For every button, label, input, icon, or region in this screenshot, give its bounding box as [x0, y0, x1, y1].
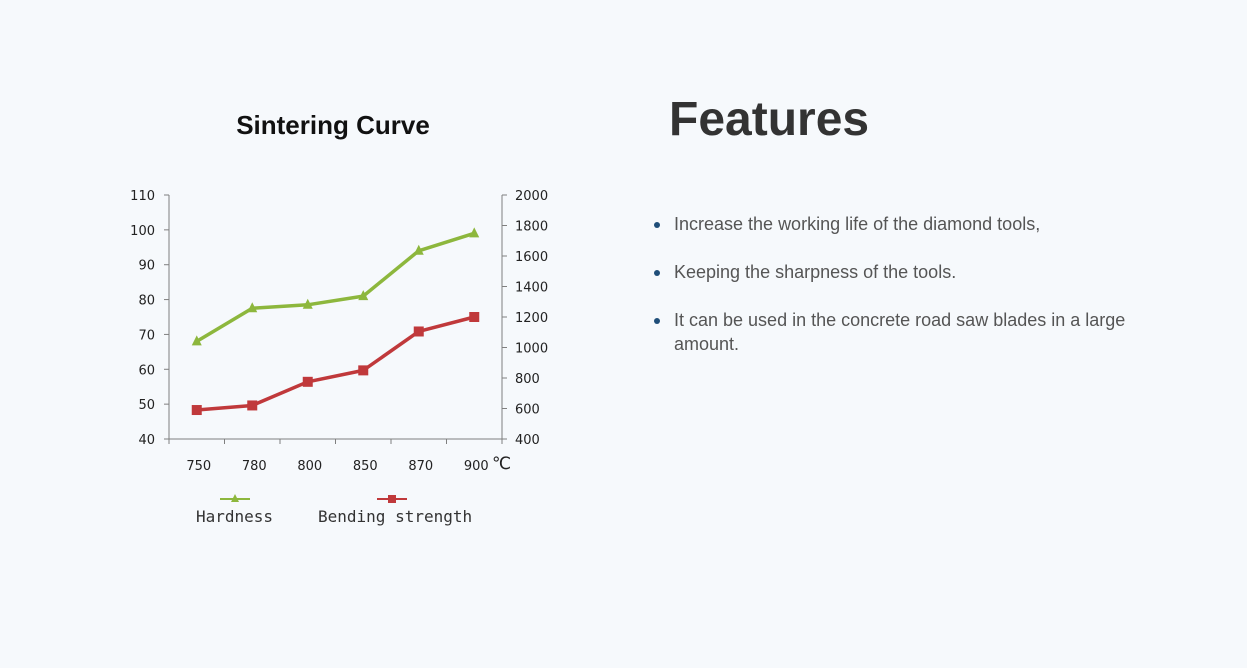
x-tick-label: 750 [186, 459, 211, 474]
data-point-square [469, 312, 480, 322]
legend-marker-triangle [231, 494, 239, 502]
right-tick-label: 600 [515, 403, 540, 418]
right-tick-label: 400 [515, 433, 540, 448]
left-tick-label: 90 [138, 259, 155, 274]
data-point-square [302, 376, 313, 387]
data-point-square [413, 326, 424, 337]
right-tick-label: 1600 [515, 250, 548, 265]
feature-item-text: It can be used in the concrete road saw … [674, 310, 1126, 354]
data-point-triangle [413, 244, 424, 255]
bullet-icon [654, 270, 660, 276]
series-line-hardness [195, 231, 475, 343]
right-tick-label: 1000 [515, 342, 548, 357]
left-tick-label: 100 [130, 224, 155, 239]
feature-item-2: Keeping the sharpness of the tools. [654, 260, 1134, 284]
right-tick-label: 2000 [515, 189, 548, 204]
left-tick-label: 50 [138, 398, 155, 413]
data-point-square [191, 405, 202, 416]
legend-label: Bending strength [318, 507, 472, 526]
right-tick-label: 1200 [515, 311, 548, 326]
series-line-bending-strength [196, 315, 475, 412]
legend-marker-square [388, 495, 396, 503]
chart-title: Sintering Curve [236, 110, 430, 140]
right-tick-label: 1800 [515, 220, 548, 235]
data-point-triangle [358, 290, 369, 301]
x-tick-label: 870 [408, 459, 433, 474]
bullet-icon [654, 318, 660, 324]
legend-label: Hardness [196, 507, 273, 526]
features-list: Increase the working life of the diamond… [654, 212, 1134, 380]
x-tick-label: 850 [353, 459, 378, 474]
x-tick-label: 900 [464, 459, 489, 474]
feature-item-3: It can be used in the concrete road saw … [654, 308, 1134, 356]
x-unit-label: ℃ [492, 454, 511, 474]
left-tick-label: 80 [138, 294, 155, 309]
left-tick-label: 110 [130, 189, 155, 204]
data-point-triangle [191, 335, 202, 346]
x-tick-label: 780 [242, 459, 267, 474]
data-point-square [247, 400, 258, 411]
data-point-triangle [469, 227, 480, 238]
right-tick-label: 1400 [515, 281, 548, 296]
data-point-triangle [247, 302, 258, 313]
left-tick-label: 60 [138, 363, 155, 378]
x-tick-label: 800 [297, 459, 322, 474]
data-point-square [358, 365, 369, 376]
sintering-chart: 110 100 90 80 70 60 50 40 2000 1800 1600 1400 1200 10… [130, 189, 548, 526]
feature-item-text: Keeping the sharpness of the tools. [674, 262, 957, 282]
right-tick-label: 800 [515, 372, 540, 387]
left-tick-label: 40 [138, 433, 155, 448]
left-tick-label: 70 [138, 328, 155, 343]
bullet-icon [654, 222, 660, 228]
data-point-triangle [302, 298, 313, 309]
feature-item-1: Increase the working life of the diamond… [654, 212, 1134, 236]
features-title: Features [669, 93, 870, 146]
feature-item-text: Increase the working life of the diamond… [674, 214, 1041, 234]
